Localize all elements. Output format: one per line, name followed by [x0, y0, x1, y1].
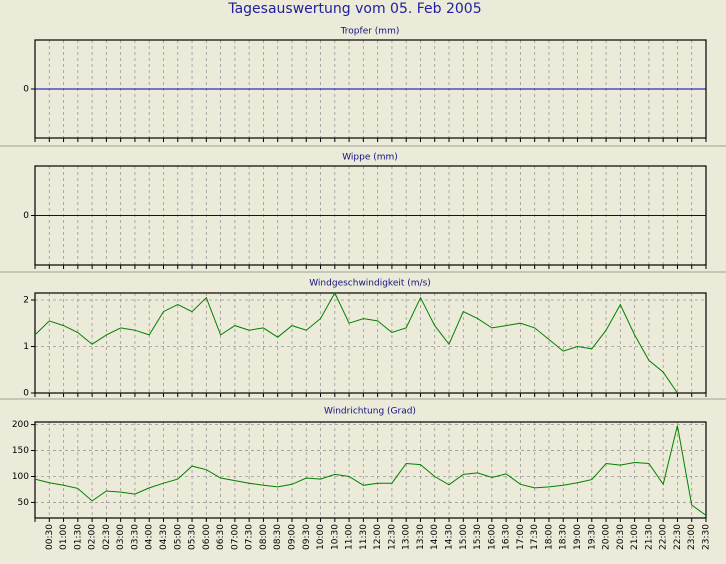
x-tick-label: 12:00: [373, 524, 383, 550]
x-tick-label: 10:00: [316, 524, 326, 550]
x-tick-label: 15:00: [459, 524, 469, 550]
x-tick-label: 21:30: [644, 524, 654, 550]
x-tick-label: 20:30: [616, 524, 626, 550]
y-tick-label: 50: [18, 498, 30, 508]
x-tick-label: 05:30: [188, 524, 198, 550]
x-tick-label: 12:30: [387, 524, 397, 550]
y-tick-label: 1: [23, 342, 29, 352]
x-tick-label: 13:30: [416, 524, 426, 550]
x-tick-label: 09:30: [302, 524, 312, 550]
x-tick-label: 10:30: [330, 524, 340, 550]
x-tick-label: 16:00: [487, 524, 497, 550]
y-tick-label: 200: [12, 420, 29, 430]
panel-title: Windrichtung (Grad): [324, 407, 416, 417]
data-line: [34, 425, 707, 516]
panel-title: Windgeschwindigkeit (m/s): [309, 279, 431, 289]
x-tick-label: 06:30: [216, 524, 226, 550]
x-tick-label: 00:30: [45, 524, 55, 550]
panel-title: Tropfer (mm): [340, 27, 400, 37]
x-tick-label: 04:30: [159, 524, 169, 550]
y-tick-label: 0: [23, 389, 29, 399]
plot-frame: [34, 292, 707, 394]
x-tick-label: 07:00: [230, 524, 240, 550]
y-tick-label: 0: [23, 211, 29, 221]
x-tick-label: 18:30: [559, 524, 569, 550]
data-line: [34, 291, 678, 394]
x-tick-label: 11:30: [359, 524, 369, 550]
x-tick-label: 20:00: [602, 524, 612, 550]
panel-title: Wippe (mm): [342, 153, 398, 163]
y-tick-label: 100: [12, 472, 29, 482]
x-tick-label: 22:30: [673, 524, 683, 550]
x-tick-label: 09:00: [287, 524, 297, 550]
x-tick-label: 18:00: [544, 524, 554, 550]
x-tick-label: 08:30: [273, 524, 283, 550]
x-tick-label: 17:30: [530, 524, 540, 550]
x-tick-label: 01:00: [59, 524, 69, 550]
x-tick-label: 23:30: [702, 524, 712, 550]
x-tick-label: 03:30: [130, 524, 140, 550]
x-tick-label: 08:00: [259, 524, 269, 550]
x-tick-label: 22:00: [659, 524, 669, 550]
x-tick-label: 06:00: [202, 524, 212, 550]
x-tick-label: 05:00: [173, 524, 183, 550]
x-tick-label: 02:00: [88, 524, 98, 550]
x-tick-label: 14:30: [445, 524, 455, 550]
plot-frame: [34, 421, 707, 519]
x-tick-label: 17:00: [516, 524, 526, 550]
x-tick-label: 19:00: [573, 524, 583, 550]
x-tick-label: 13:00: [402, 524, 412, 550]
x-tick-label: 04:00: [145, 524, 155, 550]
x-tick-label: 07:30: [245, 524, 255, 550]
x-tick-label: 03:00: [116, 524, 126, 550]
page-title: Tagesauswertung vom 05. Feb 2005: [227, 1, 481, 17]
x-tick-label: 21:00: [630, 524, 640, 550]
x-tick-label: 11:00: [345, 524, 355, 550]
x-tick-label: 15:30: [473, 524, 483, 550]
x-tick-label: 23:00: [687, 524, 697, 550]
x-tick-label: 19:30: [587, 524, 597, 550]
x-tick-label: 16:30: [502, 524, 512, 550]
x-tick-label: 01:30: [73, 524, 83, 550]
y-tick-label: 2: [23, 295, 29, 305]
x-tick-label: 02:30: [102, 524, 112, 550]
y-tick-label: 0: [23, 85, 29, 95]
y-tick-label: 150: [12, 446, 29, 456]
x-tick-label: 14:00: [430, 524, 440, 550]
